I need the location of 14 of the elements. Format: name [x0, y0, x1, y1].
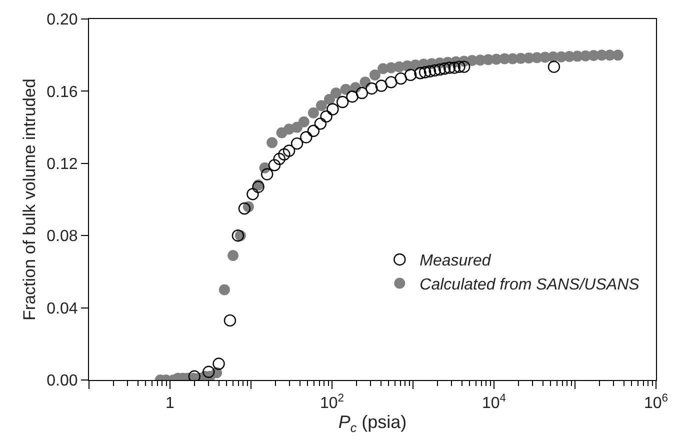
- y-tick-label: 0.08: [46, 228, 78, 246]
- legend-label: Measured: [420, 252, 492, 270]
- x-tick-label: 10$^{2}$: [320, 392, 344, 412]
- x-axis-title: P$_{c}$ (psia): [338, 412, 407, 435]
- y-tick-label: 0.04: [46, 300, 78, 318]
- x-tick-label: 10$^{4}$: [482, 392, 506, 412]
- legend-label: Calculated from SANS/USANS: [420, 276, 640, 294]
- y-tick-label: 0.12: [46, 156, 78, 173]
- y-tick-label: 0.16: [46, 84, 78, 101]
- y-axis-title: Fraction of bulk volume intruded: [20, 78, 40, 320]
- y-tick-label: 0.20: [46, 12, 78, 29]
- x-tick-label: 10$^{6}$: [644, 392, 668, 412]
- y-tick-label: 0.00: [46, 372, 78, 390]
- x-tick-label: 1: [166, 395, 175, 412]
